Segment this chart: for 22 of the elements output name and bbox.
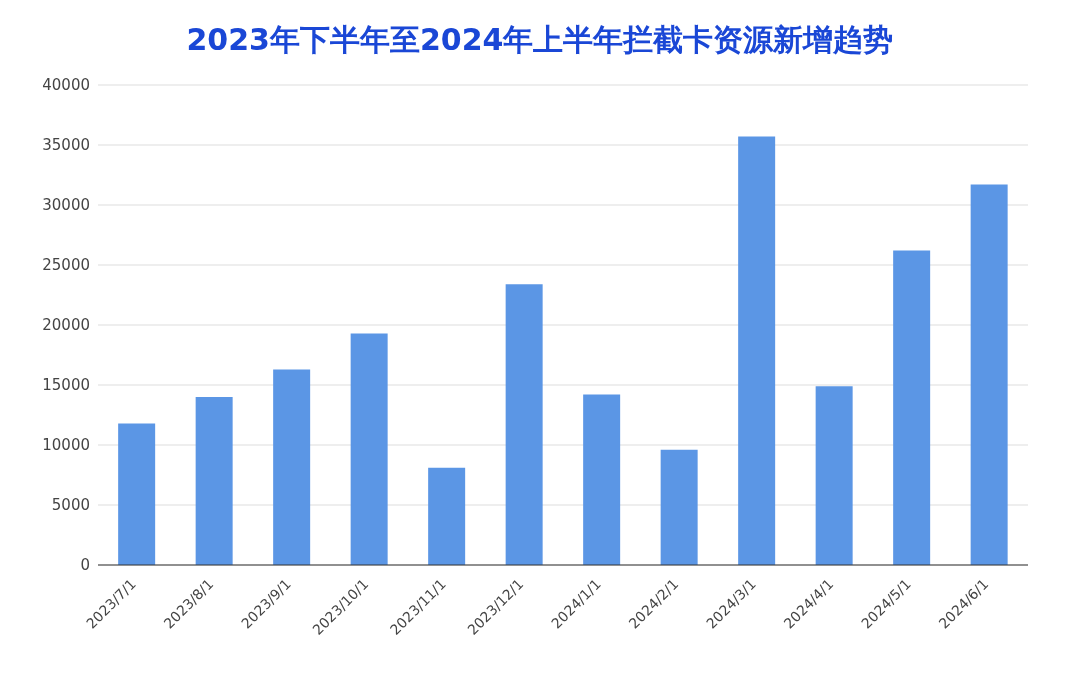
- y-tick-label: 25000: [42, 256, 90, 275]
- y-tick-label: 30000: [42, 196, 90, 215]
- y-tick-label: 35000: [42, 136, 90, 155]
- bar: [428, 467, 466, 565]
- bar: [893, 250, 931, 565]
- chart-title: 2023年下半年至2024年上半年拦截卡资源新增趋势: [185, 21, 895, 59]
- bar: [273, 369, 311, 565]
- bar: [970, 184, 1008, 565]
- y-tick-label: 5000: [51, 496, 90, 515]
- bar: [505, 284, 543, 565]
- bar: [738, 136, 776, 565]
- y-tick-label: 20000: [42, 316, 90, 335]
- y-tick-label: 15000: [42, 376, 90, 395]
- bar: [195, 397, 233, 565]
- bar: [660, 449, 698, 565]
- bar: [583, 394, 621, 565]
- y-tick-label: 40000: [42, 76, 90, 95]
- bar: [118, 423, 156, 565]
- y-tick-label: 0: [80, 556, 90, 575]
- bar: [815, 386, 853, 565]
- y-tick-label: 10000: [42, 436, 90, 455]
- bar: [350, 333, 388, 565]
